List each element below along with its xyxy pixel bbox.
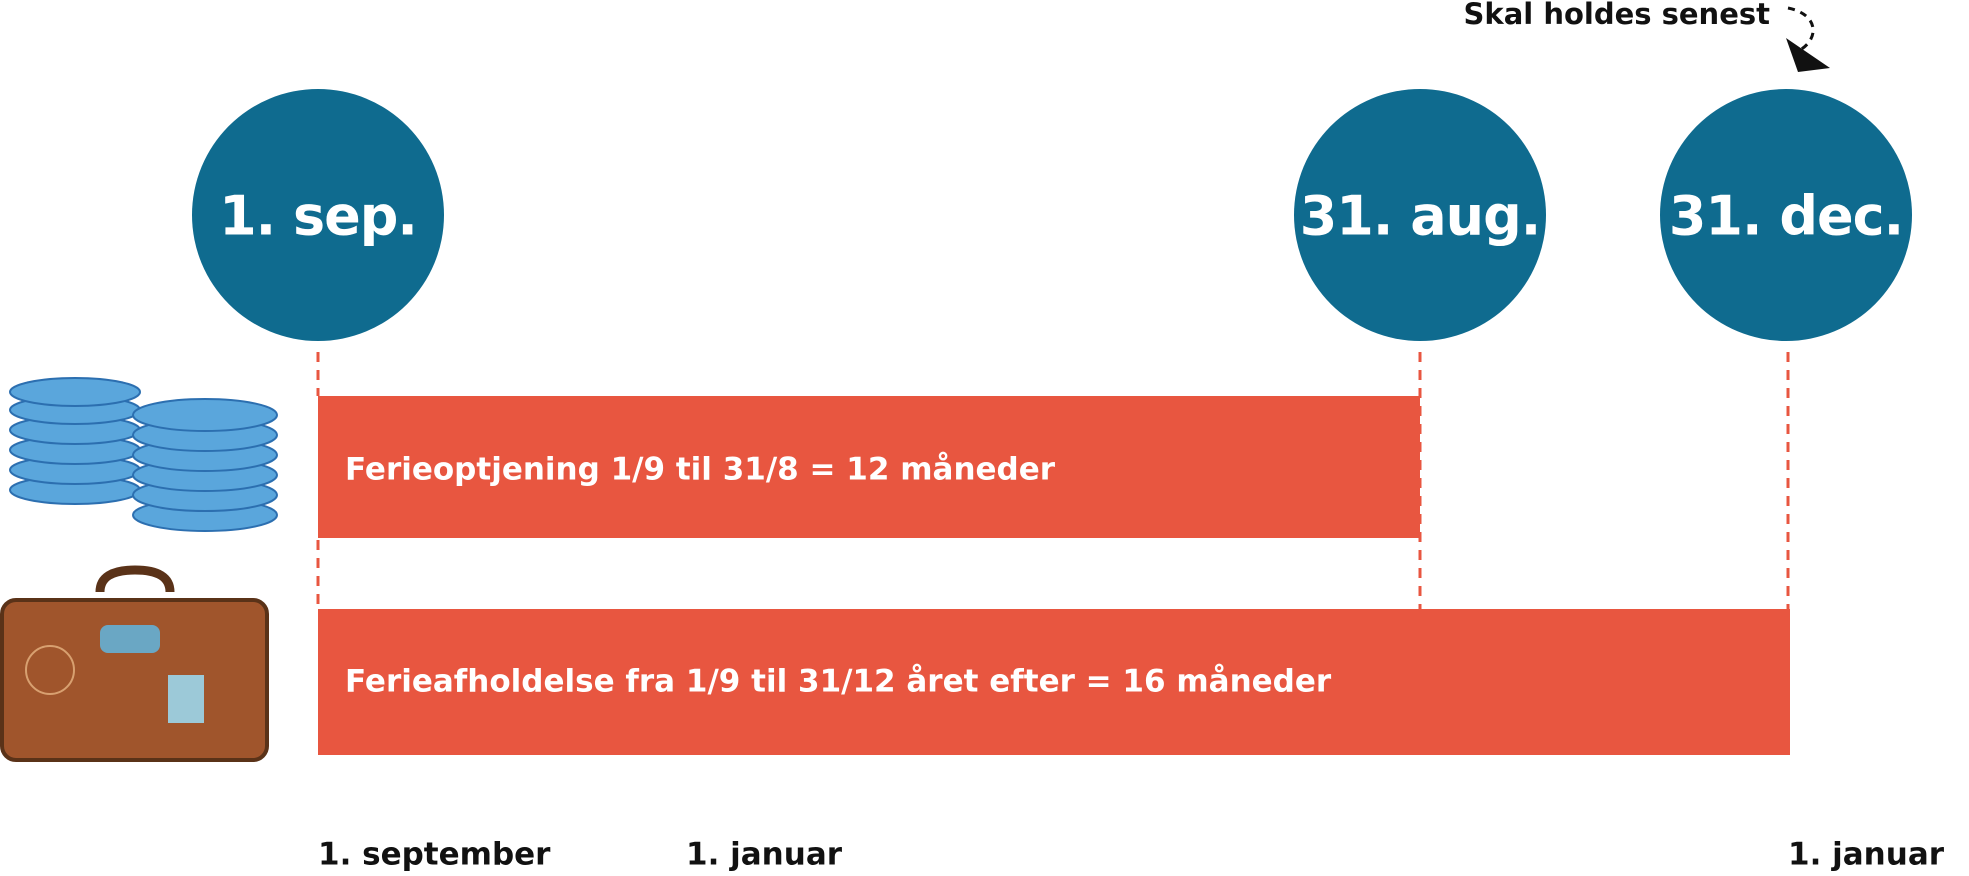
- date-circle: [192, 89, 444, 341]
- date-label: 31. aug.: [1300, 185, 1541, 248]
- period-bar: [318, 396, 1420, 538]
- annotation: Skal holdes senest: [1464, 0, 1771, 31]
- date-label: 1. sep.: [219, 185, 417, 248]
- bar-label: Ferieoptjening 1/9 til 31/8 = 12 måneder: [345, 452, 1056, 488]
- annotation-arrow: [1787, 6, 1815, 52]
- date-label: 31. dec.: [1669, 185, 1903, 248]
- coins-icon: [9, 377, 278, 532]
- suitcase-icon: [0, 565, 269, 762]
- timeline-label: 1. januar: [686, 837, 843, 873]
- date-circle: [1660, 89, 1912, 341]
- date-circle: [1294, 89, 1546, 341]
- bar-label: Ferieafholdelse fra 1/9 til 31/12 året e…: [345, 664, 1332, 700]
- timeline-label: 1. januar: [1788, 837, 1945, 873]
- timeline-label: 1. september: [318, 837, 551, 873]
- arrow-head: [1786, 38, 1830, 72]
- period-bar: [318, 609, 1790, 755]
